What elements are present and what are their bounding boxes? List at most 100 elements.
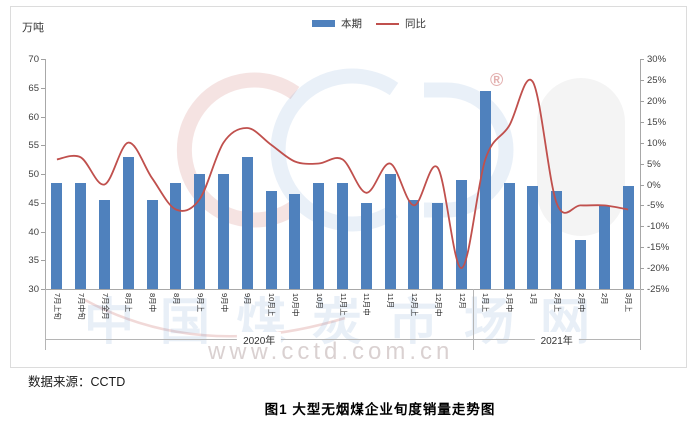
left-axis-tick-label: 35 xyxy=(28,255,39,267)
left-axis-tick-label: 40 xyxy=(28,226,39,238)
bar xyxy=(289,194,301,289)
x-axis-category-label: 2月中 xyxy=(576,293,586,313)
bar xyxy=(360,202,372,290)
left-axis-tick-mark xyxy=(41,202,45,204)
bar xyxy=(384,174,396,289)
chart-frame xyxy=(10,6,687,368)
right-axis-tick-mark xyxy=(640,226,644,228)
right-axis-tick-label: 25% xyxy=(647,74,667,86)
bar xyxy=(503,182,515,289)
x-axis-category-label: 10月 xyxy=(314,293,324,309)
left-axis-tick-mark xyxy=(41,260,45,262)
x-axis-category-label: 7月全月 xyxy=(100,293,110,320)
legend-line-swatch xyxy=(376,22,399,25)
legend-line-label: 同比 xyxy=(405,18,426,30)
year-group-label: 2020年 xyxy=(237,332,282,347)
legend-bar-swatch xyxy=(312,20,335,27)
right-axis-tick-label: 10% xyxy=(647,137,667,149)
left-axis-tick-label: 55 xyxy=(28,140,39,152)
registered-trademark-mark: ® xyxy=(490,70,504,90)
bar xyxy=(551,191,563,290)
x-axis-category-label: 3月上 xyxy=(624,293,634,313)
x-axis-category-label: 12月 xyxy=(457,293,467,309)
left-axis-tick-mark xyxy=(41,116,45,118)
right-axis-tick-label: -5% xyxy=(647,200,664,212)
bar xyxy=(622,185,634,289)
x-axis-category-label: 2月 xyxy=(600,293,610,305)
legend-item-benqi: 本期 xyxy=(312,16,362,31)
bar xyxy=(194,174,206,289)
data-source-label: 数据来源：CCTD xyxy=(28,375,126,389)
right-axis-tick-mark xyxy=(640,184,644,186)
right-axis-tick-mark xyxy=(640,121,644,123)
left-axis-tick-mark xyxy=(41,231,45,233)
right-axis-tick-mark xyxy=(640,59,644,60)
x-axis-category-label: 10月上 xyxy=(267,293,277,317)
bar xyxy=(241,156,253,290)
x-axis-category-label: 7月中旬 xyxy=(76,293,86,320)
bar xyxy=(51,182,63,289)
left-axis-tick-label: 30 xyxy=(28,284,39,295)
bar xyxy=(146,199,158,289)
left-axis-tick-mark xyxy=(41,59,45,60)
left-axis-line xyxy=(45,59,46,289)
right-axis-tick-mark xyxy=(640,100,644,102)
right-axis-tick-label: -10% xyxy=(647,221,670,233)
right-axis-tick-label: 15% xyxy=(647,116,667,128)
left-axis-tick-label: 70 xyxy=(28,54,39,65)
right-axis-tick-mark xyxy=(640,289,644,290)
year-group-separator xyxy=(473,289,475,350)
x-axis-category-label: 11月中 xyxy=(362,293,372,316)
right-axis-tick-label: -15% xyxy=(647,242,670,254)
x-axis-category-label: 12月中 xyxy=(433,293,443,317)
right-axis-tick-mark xyxy=(640,205,644,207)
x-axis-category-label: 9月 xyxy=(243,293,253,305)
right-axis-tick-label: -20% xyxy=(647,263,670,275)
right-axis-tick-label: 5% xyxy=(647,158,661,170)
year-group-label: 2021年 xyxy=(534,332,579,347)
x-axis-category-label: 1月上 xyxy=(481,293,491,313)
bar xyxy=(527,185,539,289)
bar xyxy=(218,174,229,289)
bar xyxy=(575,240,586,289)
right-axis-line xyxy=(640,59,641,289)
legend-item-tongbi: 同比 xyxy=(376,16,426,31)
right-axis-tick-mark xyxy=(640,79,644,81)
bar xyxy=(456,179,467,290)
right-axis-tick-mark xyxy=(640,163,644,165)
bar xyxy=(432,202,444,290)
x-axis-category-label: 9月上 xyxy=(195,293,205,313)
left-axis-tick-label: 65 xyxy=(28,82,39,94)
right-axis-tick-label: 20% xyxy=(647,95,667,107)
right-axis-tick-mark xyxy=(640,247,644,249)
x-axis-category-label: 10月中 xyxy=(290,293,300,317)
x-axis-category-label: 11月上 xyxy=(338,293,348,316)
x-axis-category-label: 12月上 xyxy=(409,293,419,317)
bar xyxy=(408,199,420,289)
bar xyxy=(337,182,348,289)
x-axis-category-label: 8月 xyxy=(171,293,181,305)
right-axis-tick-mark xyxy=(640,268,644,270)
x-axis-category-label: 2月上 xyxy=(552,293,562,313)
x-axis-category-label: 1月 xyxy=(528,293,538,305)
year-group-separator xyxy=(45,289,46,350)
bar xyxy=(99,199,110,289)
x-axis-line xyxy=(45,289,640,290)
x-axis-category-label: 8月上 xyxy=(124,293,134,313)
bar xyxy=(598,205,610,289)
legend-bar-label: 本期 xyxy=(341,18,362,30)
bar xyxy=(265,191,277,290)
x-axis-category-label: 11月 xyxy=(386,293,396,309)
year-group-separator xyxy=(640,289,641,350)
bar xyxy=(170,182,182,289)
left-axis-tick-label: 45 xyxy=(28,197,39,209)
x-axis-category-label: 7月上旬 xyxy=(52,293,62,320)
bar xyxy=(75,182,87,289)
legend: 本期 同比 xyxy=(312,16,426,31)
figure-caption: 图1 大型无烟煤企业旬度销量走势图 xyxy=(264,402,496,417)
left-axis-tick-mark xyxy=(41,174,45,175)
bar xyxy=(313,182,325,289)
right-axis-tick-label: -25% xyxy=(647,284,670,295)
x-axis-category-label: 8月中 xyxy=(148,293,158,313)
